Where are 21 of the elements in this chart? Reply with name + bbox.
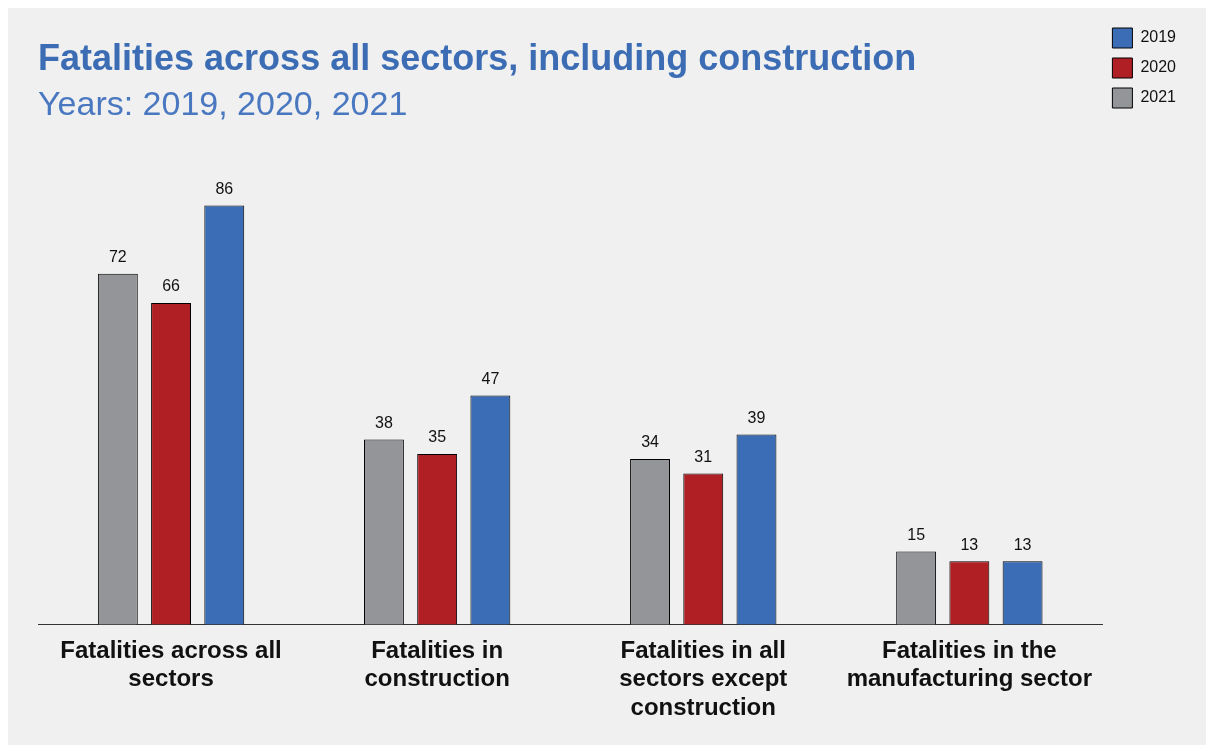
legend-label: 2019: [1140, 28, 1177, 46]
data-label: 31: [694, 447, 713, 465]
data-label: 35: [428, 428, 447, 446]
data-label: 39: [747, 408, 766, 426]
x-tick-label: Fatalities in all sectors except construction: [619, 635, 788, 721]
data-label: 47: [481, 369, 500, 387]
legend-label: 2021: [1140, 88, 1177, 106]
legend-label: 2020: [1140, 58, 1177, 76]
chart-title: Fatalities across all sectors, including construction: [38, 36, 917, 78]
x-tick-label: Fatalities across all sectors: [60, 635, 282, 692]
data-label: 38: [375, 413, 393, 431]
chart-subtitle: Years: 2019, 2020, 2021: [38, 83, 408, 122]
x-tick-label: Fatalities in the manufacturing sector: [846, 635, 1093, 692]
data-label: 72: [108, 248, 127, 266]
data-label: 15: [907, 525, 926, 543]
data-label: 13: [960, 535, 979, 553]
data-label: 66: [162, 277, 181, 295]
data-label: 34: [641, 433, 660, 451]
data-label: 86: [215, 179, 234, 197]
data-label: 13: [1013, 535, 1032, 553]
x-tick-label: Fatalities in construction: [364, 635, 510, 692]
